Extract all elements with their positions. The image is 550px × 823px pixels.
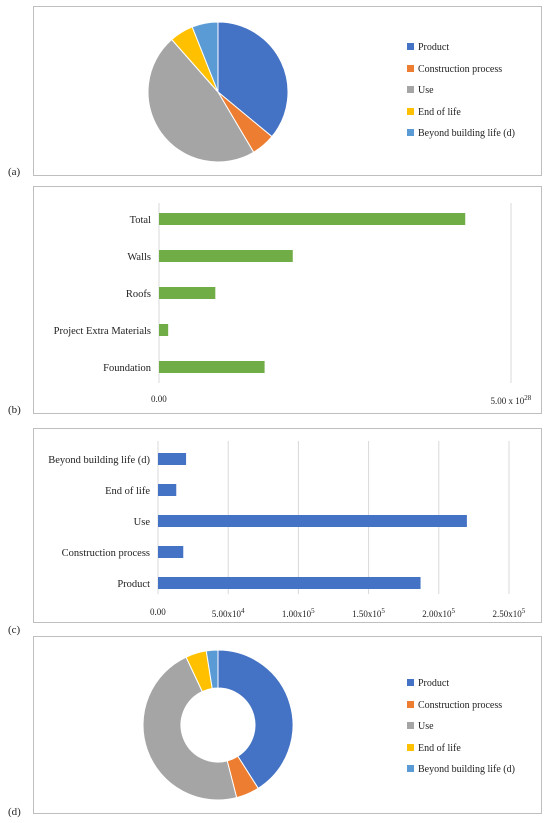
legend-item-use: Use <box>407 85 434 96</box>
legend-swatch <box>407 86 414 93</box>
category-label-product: Product <box>117 579 150 590</box>
legend-swatch <box>407 107 414 115</box>
slice-product <box>217 649 294 790</box>
legend-item-construction-process: Construction process <box>407 64 502 75</box>
legend-swatch <box>407 765 414 772</box>
slice-product <box>217 21 289 138</box>
donut-chart-d <box>142 649 294 801</box>
legend-label: Use <box>418 85 434 96</box>
legend-label: End of life <box>418 742 461 754</box>
panel-label-b: (b) <box>8 404 21 416</box>
x-tick-label: 1.50x105 <box>352 607 385 619</box>
legend-swatch <box>407 43 414 50</box>
pie-chart-a <box>147 21 289 163</box>
legend-item-beyond-building-life-d: Beyond building life (d) <box>407 128 515 139</box>
category-label-beyond-building-life-d: Beyond building life (d) <box>48 455 150 466</box>
legend-swatch <box>407 129 414 136</box>
x-tick-label: 5.00 x 1028 <box>490 394 532 406</box>
slice-beyond-building-life-d <box>191 21 219 93</box>
bar-project-extra-materials <box>159 324 169 336</box>
x-tick-label: 2.00x105 <box>422 607 456 619</box>
legend-label: Use <box>418 721 434 732</box>
category-label-project-extra-materials: Project Extra Materials <box>54 326 151 337</box>
legend-item-end-of-life: End of life <box>407 107 461 118</box>
bar-chart-b: Total Walls Roofs Project Extra Materials Fo… <box>54 203 512 383</box>
category-label-total: Total <box>130 215 152 226</box>
legend-item-product: Product <box>407 678 449 689</box>
category-label-walls: Walls <box>127 252 151 263</box>
category-label-construction-process: Construction process <box>62 548 150 559</box>
bar-foundation <box>159 361 265 373</box>
x-tick-label: 0.00 <box>151 394 167 404</box>
x-tick-label: 5.00x104 <box>211 607 245 619</box>
category-label-end-of-life: End of life <box>105 486 150 497</box>
legend-label: Construction process <box>418 63 503 75</box>
x-tick-label: 2.50x105 <box>492 607 526 619</box>
panel-d: Product Construction process Use End of lif… <box>33 636 542 814</box>
panel-label-a: (a) <box>8 166 21 178</box>
legend-label: Construction process <box>418 699 503 711</box>
bar-construction-process <box>158 546 184 558</box>
bar-walls <box>159 250 293 262</box>
legend-item-construction-process: Construction process <box>407 700 502 711</box>
panel-c: Beyond building life (d) End of life Use Co… <box>33 428 542 623</box>
bar-product <box>158 577 421 589</box>
legend-swatch <box>407 679 414 686</box>
category-label-use: Use <box>134 517 151 528</box>
category-label-foundation: Foundation <box>103 363 152 374</box>
panel-a: Product Construction process Use End of lif… <box>33 6 542 176</box>
legend-item-product: Product <box>407 42 449 53</box>
x-tick-label: 0.00 <box>150 607 166 617</box>
legend-swatch <box>407 64 414 72</box>
bar-end-of-life <box>158 484 177 496</box>
bar-roofs <box>159 287 216 299</box>
x-tick-label: 1.00x105 <box>281 607 315 619</box>
legend-label: Product <box>418 42 450 53</box>
legend-swatch <box>407 700 414 708</box>
legend-label: Product <box>418 678 450 689</box>
legend-label: Beyond building life (d) <box>418 764 515 775</box>
legend-label: Beyond building life (d) <box>418 128 515 139</box>
legend-item-use: Use <box>407 721 434 732</box>
panel-b: Total Walls Roofs Project Extra Materials Fo… <box>33 186 542 414</box>
bar-beyond-building-life-d <box>158 453 187 465</box>
legend-label: End of life <box>418 106 461 118</box>
bar-use <box>158 515 467 527</box>
panel-label-c: (c) <box>8 624 21 636</box>
legend-swatch <box>407 743 414 751</box>
category-label-roofs: Roofs <box>126 289 151 300</box>
legend-item-beyond-building-life-d: Beyond building life (d) <box>407 764 515 775</box>
legend-swatch <box>407 722 414 729</box>
legend-item-end-of-life: End of life <box>407 743 461 754</box>
slice-use <box>147 38 255 163</box>
slice-use <box>142 656 238 801</box>
slice-beyond-building-life-d <box>205 649 219 690</box>
bar-chart-c: Beyond building life (d) End of life Use Co… <box>48 441 510 594</box>
panel-label-d: (d) <box>8 806 21 818</box>
bar-total <box>159 213 466 225</box>
